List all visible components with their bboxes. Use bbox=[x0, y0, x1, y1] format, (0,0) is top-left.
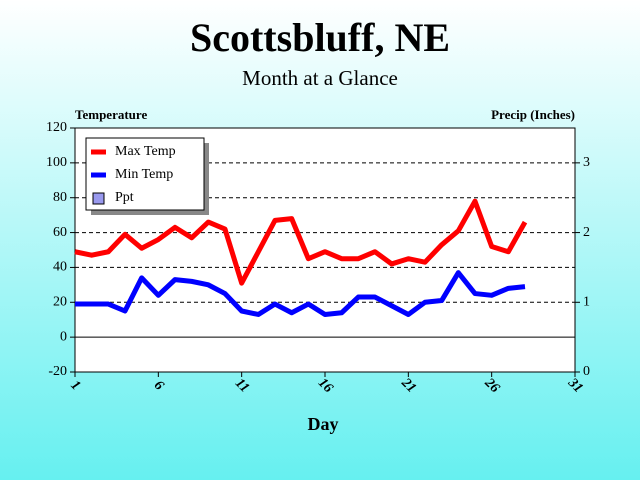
y2-tick-label: 1 bbox=[583, 295, 590, 310]
chart-title: Scottsbluff, NE bbox=[190, 15, 450, 60]
y-tick-label: 20 bbox=[53, 295, 67, 310]
y-tick-label: 40 bbox=[53, 260, 67, 275]
y-axis-label: Temperature bbox=[75, 107, 147, 122]
legend-label: Min Temp bbox=[115, 167, 173, 182]
legend-label: Ppt bbox=[115, 190, 134, 205]
series-line bbox=[74, 198, 528, 286]
x-axis-label: Day bbox=[308, 414, 339, 434]
y2-axis-label: Precip (Inches) bbox=[491, 107, 575, 122]
y2-tick-label: 3 bbox=[583, 155, 590, 170]
legend-swatch bbox=[92, 192, 105, 205]
y2-tick-label: 0 bbox=[583, 364, 590, 379]
y-tick-label: -20 bbox=[48, 364, 67, 379]
y-tick-label: 100 bbox=[46, 155, 67, 170]
y-tick-label: 120 bbox=[46, 120, 67, 135]
y-tick-label: 80 bbox=[53, 190, 67, 205]
chart-subtitle: Month at a Glance bbox=[242, 66, 398, 90]
legend-label: Max Temp bbox=[115, 144, 176, 159]
marks bbox=[74, 198, 528, 317]
series-line bbox=[75, 270, 526, 317]
y-tick-label: 60 bbox=[53, 225, 67, 240]
legend: Max Temp Min Temp Ppt bbox=[85, 137, 209, 215]
y2-tick-label: 2 bbox=[583, 225, 590, 240]
y-tick-label: 0 bbox=[60, 329, 67, 344]
